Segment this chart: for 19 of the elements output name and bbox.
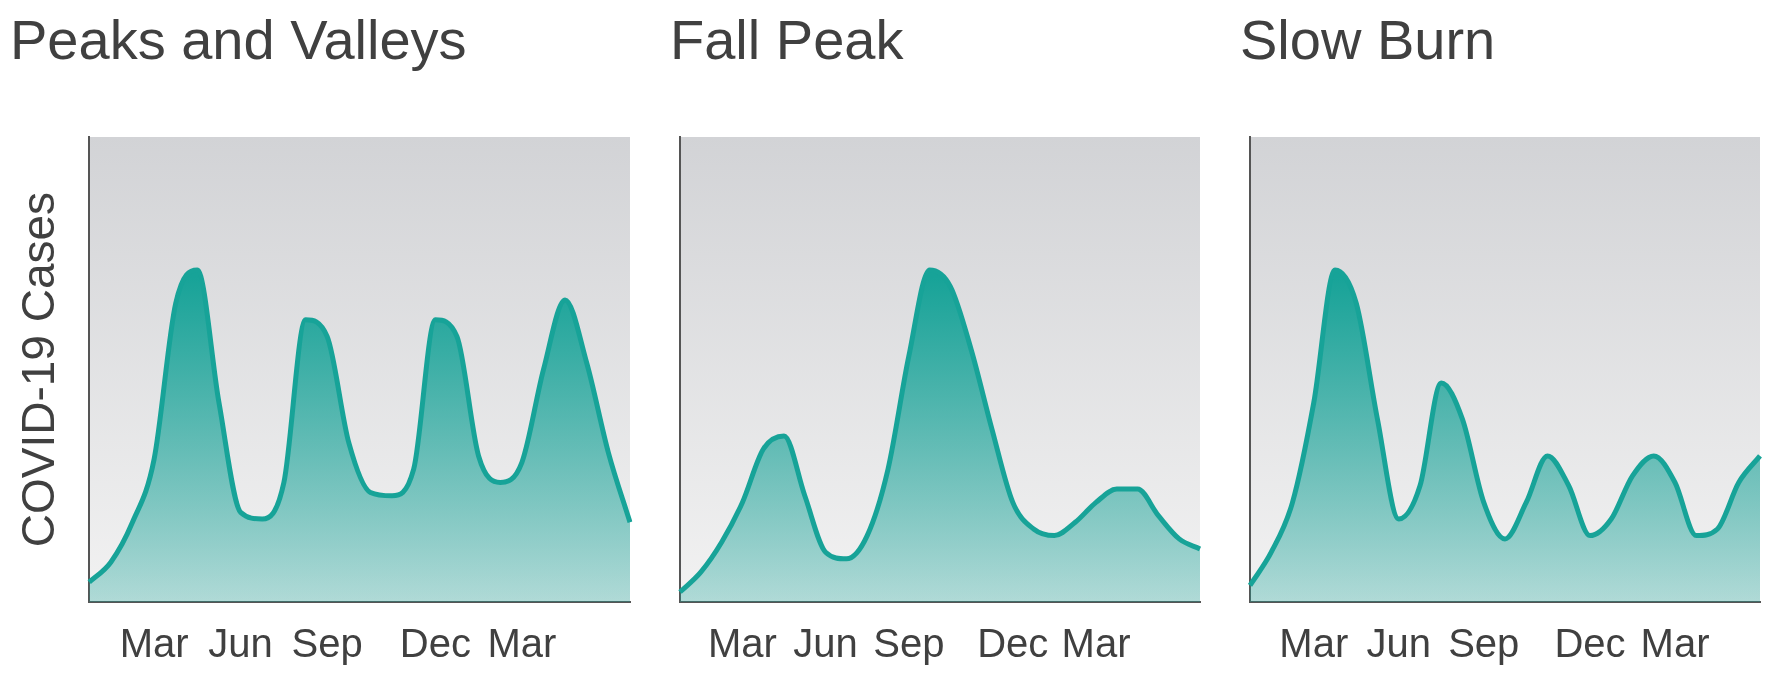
y-axis-title: COVID-19 Cases <box>12 191 65 548</box>
x-tick-label: Sep <box>291 621 363 666</box>
x-tick-label: Dec <box>399 621 471 666</box>
x-tick-label: Jun <box>793 621 858 666</box>
x-tick-label: Dec <box>1554 621 1626 666</box>
x-tick-label: Mar <box>1279 621 1349 666</box>
x-tick-label: Mar <box>1061 621 1131 666</box>
x-tick-label: Mar <box>707 621 777 666</box>
x-tick-label: Mar <box>487 621 557 666</box>
x-tick-label: Dec <box>977 621 1049 666</box>
chart-title: Fall Peak <box>670 8 905 72</box>
x-tick-label: Sep <box>1448 621 1520 666</box>
chart-title: Peaks and Valleys <box>10 8 467 72</box>
x-tick-label: Sep <box>873 621 945 666</box>
x-tick-label: Jun <box>208 621 273 666</box>
x-tick-label: Mar <box>1640 621 1710 666</box>
chart-title: Slow Burn <box>1240 8 1496 72</box>
x-tick-label: Jun <box>1366 621 1431 666</box>
x-tick-label: Mar <box>119 621 189 666</box>
